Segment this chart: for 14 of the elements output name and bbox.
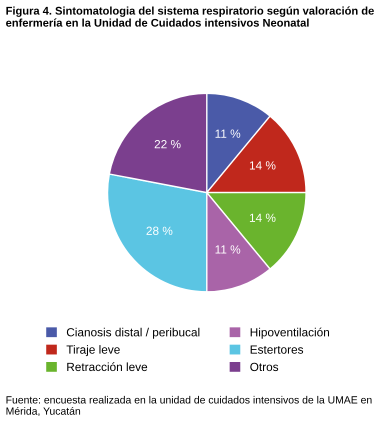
data-label: 28 % <box>146 226 172 235</box>
data-label: 22 % <box>154 140 181 148</box>
chart-title: Figura 4. Sintomatologia del sistema respiratorio según valoración de enfermería en la Unidad de Cuidados intensivos Neonatal <box>6 6 374 27</box>
legend-label: Estertores <box>250 346 304 354</box>
data-label: 14 % <box>250 161 276 170</box>
legend-label: Retracción leve <box>67 362 148 372</box>
data-label: 11 % <box>216 130 240 138</box>
legend-label: Otros <box>250 362 278 372</box>
source-note: Fuente: encuesta realizada en la unidad de cuidados intensivos de la UMAE en Mérida, Yucatán <box>6 396 372 416</box>
legend-label: Tiraje leve <box>66 345 120 356</box>
data-label: 14 % <box>250 214 276 222</box>
legend-label: Cianosis distal / peribucal <box>66 328 200 339</box>
data-label: 11 % <box>216 245 240 254</box>
legend-label: Hipoventilación <box>250 328 330 339</box>
